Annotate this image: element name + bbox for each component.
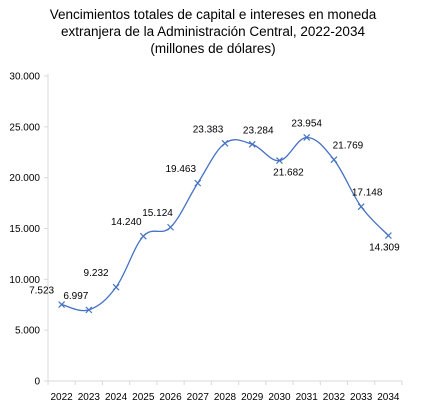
data-label: 7.523 bbox=[29, 286, 54, 297]
x-tick-label: 2033 bbox=[350, 392, 373, 403]
data-point-marker bbox=[139, 232, 147, 240]
data-label: 6.997 bbox=[63, 291, 88, 302]
x-tick-label: 2022 bbox=[50, 392, 73, 403]
y-tick-label: 5.000 bbox=[15, 326, 40, 337]
data-point-marker bbox=[85, 306, 93, 314]
data-point-marker bbox=[167, 223, 174, 231]
data-point-marker bbox=[221, 139, 229, 147]
data-label: 14.240 bbox=[111, 217, 142, 228]
chart-title-line-2: extranjera de la Administración Central,… bbox=[61, 24, 365, 39]
y-tick-label: 10.000 bbox=[9, 275, 40, 286]
data-label: 19.463 bbox=[165, 164, 196, 175]
data-point-marker bbox=[194, 179, 202, 187]
data-label: 9.232 bbox=[84, 268, 109, 279]
data-label: 17.148 bbox=[352, 188, 383, 199]
data-point-marker bbox=[357, 203, 365, 211]
data-label: 15.124 bbox=[142, 208, 173, 219]
data-label: 23.383 bbox=[193, 124, 224, 135]
data-label: 21.769 bbox=[333, 141, 364, 152]
x-tick-label: 2032 bbox=[323, 392, 346, 403]
data-point-marker bbox=[276, 157, 283, 164]
data-label: 23.284 bbox=[243, 125, 274, 136]
y-tick-label: 30.000 bbox=[9, 72, 40, 83]
x-tick-label: 2023 bbox=[78, 392, 101, 403]
data-point-marker bbox=[112, 283, 120, 291]
x-tick-label: 2031 bbox=[296, 392, 319, 403]
chart-title-line-3: (millones de dólares) bbox=[150, 41, 276, 56]
x-axis: 2022 2023 2024 2025 2026 2027 2028 2029 2030 2031… bbox=[47, 380, 403, 403]
data-point-marker bbox=[58, 301, 66, 308]
chart-title: Vencimientos totales de capital e intere… bbox=[0, 6, 426, 57]
series bbox=[58, 134, 392, 314]
y-tick-label: 0 bbox=[34, 377, 40, 388]
data-point-marker bbox=[384, 232, 392, 239]
x-tick-label: 2034 bbox=[377, 392, 400, 403]
data-label: 14.309 bbox=[369, 243, 400, 254]
data-label: 21.682 bbox=[273, 168, 304, 179]
x-tick-label: 2029 bbox=[241, 392, 264, 403]
chart-title-line-1: Vencimientos totales de capital e intere… bbox=[49, 7, 377, 22]
data-point-marker bbox=[330, 156, 338, 164]
y-tick-label: 20.000 bbox=[9, 173, 40, 184]
x-tick-label: 2026 bbox=[159, 392, 182, 403]
x-tick-label: 2028 bbox=[214, 392, 237, 403]
data-point-marker bbox=[248, 140, 256, 148]
y-tick-label: 25.000 bbox=[9, 122, 40, 133]
x-tick-label: 2025 bbox=[132, 392, 155, 403]
y-axis: 0 5.000 10.000 15.000 20.000 25.000 30.000 bbox=[9, 72, 49, 388]
data-label: 23.954 bbox=[291, 118, 322, 129]
x-tick-label: 2030 bbox=[268, 392, 291, 403]
data-point-marker bbox=[303, 134, 311, 141]
y-tick-label: 15.000 bbox=[9, 224, 40, 235]
x-tick-label: 2024 bbox=[105, 392, 128, 403]
x-tick-label: 2027 bbox=[187, 392, 210, 403]
